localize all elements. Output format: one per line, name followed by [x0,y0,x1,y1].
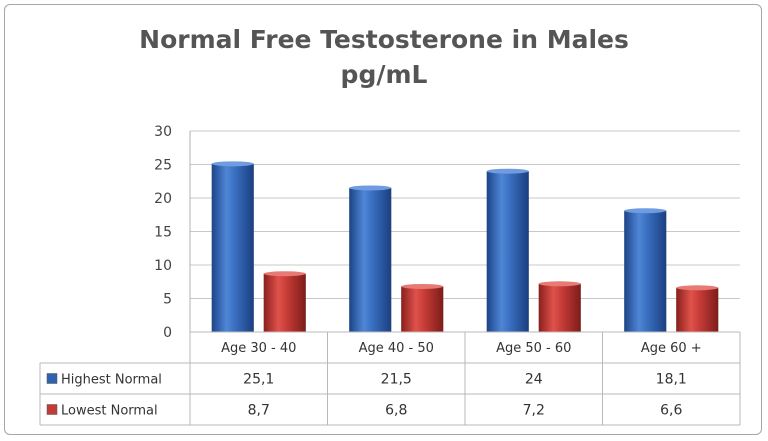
series-name: Highest Normal [61,373,162,388]
bar-lowest-1 [263,273,306,333]
bar-lowest-4 [676,287,719,333]
y-tick-label: 5 [163,292,172,308]
y-tick-label: 20 [154,191,172,207]
bar-top-cap [486,168,529,174]
bar-top-cap [211,161,254,167]
bar-lowest-2 [401,286,444,333]
table-value: 8,7 [248,403,270,419]
y-axis-tick-labels: 0 5 10 15 20 25 30 [154,124,172,341]
bar-lowest-3 [538,283,581,333]
y-tick-label: 15 [154,225,172,241]
table-value: 24 [525,372,543,388]
table-value: 7,2 [523,403,545,419]
bar-highest-4 [624,210,667,333]
series-name: Lowest Normal [61,404,158,419]
bar-top-cap [538,281,581,287]
table-value: 18,1 [656,372,687,388]
chart-title-main: Normal Free Testosterone in Males [139,25,629,54]
table-value: 25,1 [243,372,274,388]
x-category-label: Age 60 + [641,341,702,356]
bar-highest-1 [211,163,254,333]
y-tick-label: 25 [154,158,172,174]
x-category-label: Age 30 - 40 [221,341,296,356]
bars [211,161,719,333]
y-tick-label: 30 [154,124,172,140]
bar-top-cap [263,271,306,277]
chart-subtitle: pg/mL [340,60,428,89]
table-value: 6,8 [385,403,407,419]
bar-top-cap [676,285,719,291]
y-tick-label: 0 [163,325,172,341]
legend-key-highest [46,373,58,384]
chart-title: Normal Free Testosterone in Males pg/mL [0,22,768,92]
x-category-label: Age 50 - 60 [496,341,571,356]
table-value: 21,5 [381,372,412,388]
x-category-label: Age 40 - 50 [359,341,434,356]
data-table: Age 30 - 40 Age 40 - 50 Age 50 - 60 Age 60 … [39,331,741,426]
bar-top-cap [349,185,392,191]
bar-top-cap [624,208,667,214]
legend-key-lowest [46,404,58,415]
y-tick-label: 10 [154,258,172,274]
bar-highest-3 [486,170,529,333]
bar-highest-2 [349,187,392,333]
bar-top-cap [401,283,444,289]
table-value: 6,6 [660,403,682,419]
